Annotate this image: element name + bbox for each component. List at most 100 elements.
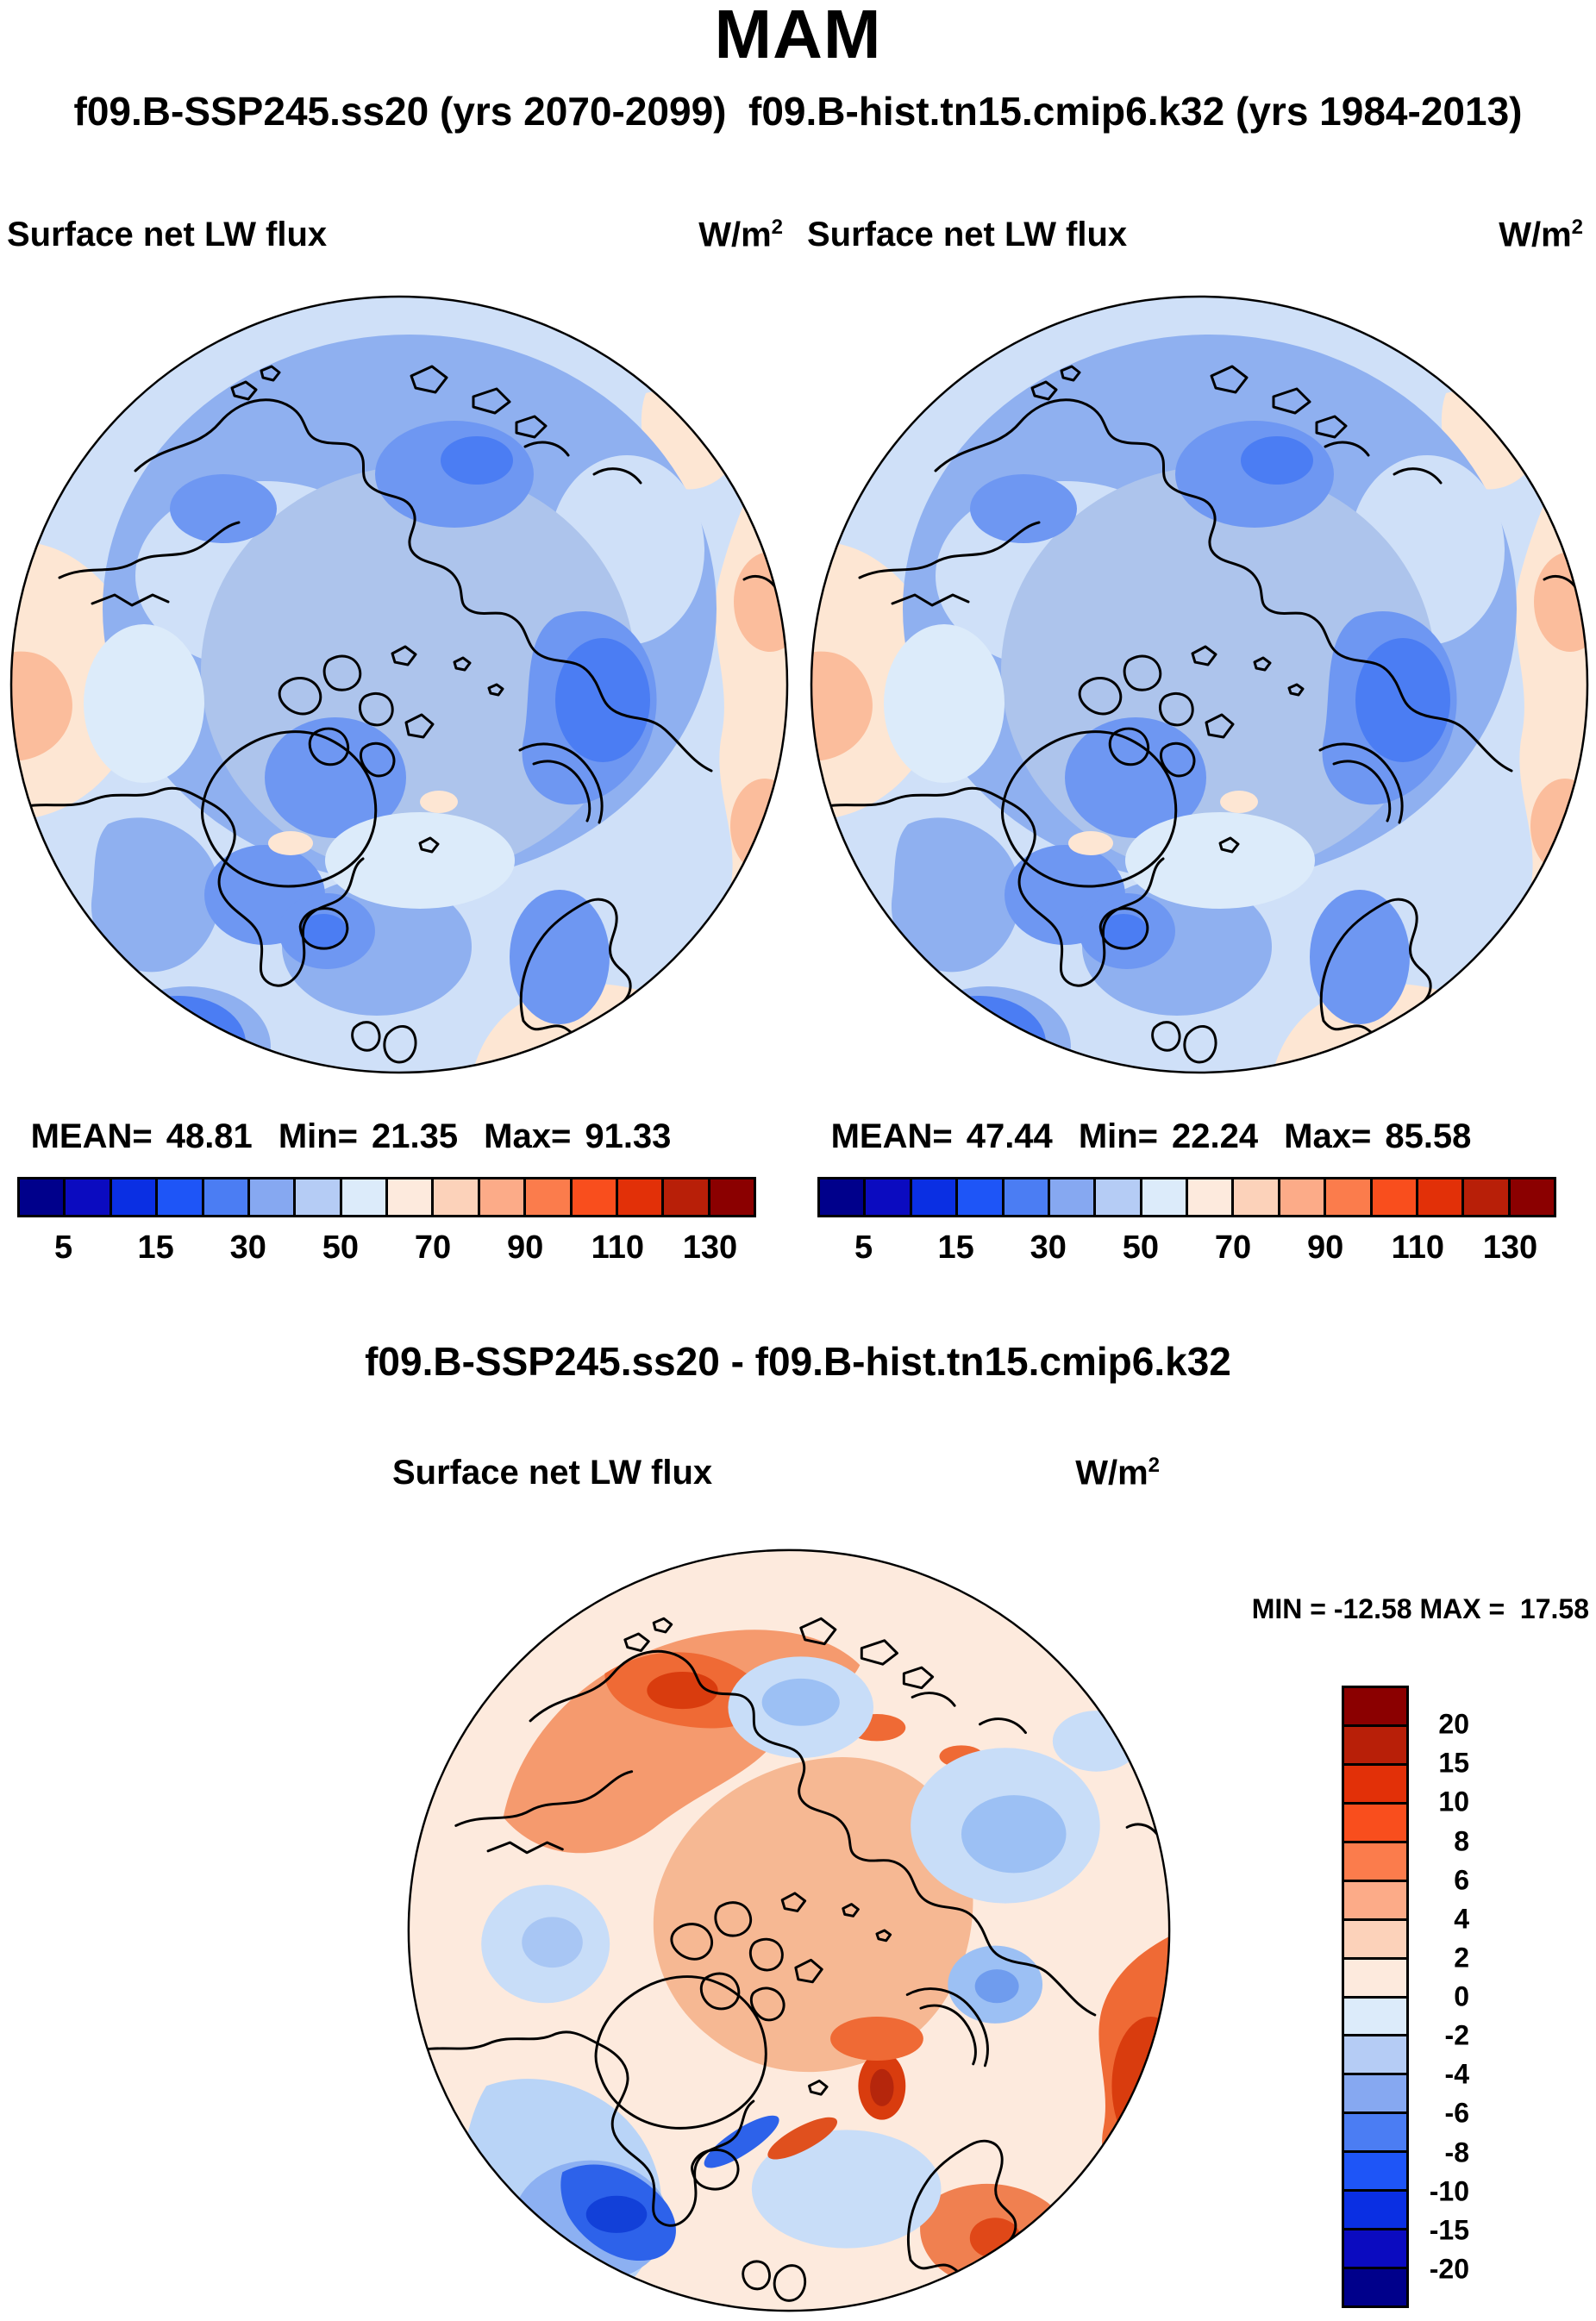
colorbar-segment bbox=[526, 1179, 573, 1215]
diff-variable-label: Surface net LW flux bbox=[392, 1454, 713, 1492]
colorbar-tick-label: 70 bbox=[414, 1229, 452, 1266]
difference-map bbox=[407, 1548, 1171, 2312]
diff-minmax-line: MIN = -12.58 MAX = 17.58 bbox=[1251, 1593, 1589, 1624]
diff-colorbar bbox=[1342, 1686, 1409, 2308]
runs-subtitle: f09.B-SSP245.ss20 (yrs 2070-2099) f09.B-… bbox=[73, 89, 1523, 134]
colorbar-segment bbox=[1344, 1804, 1406, 1843]
colorbar-segment bbox=[866, 1179, 912, 1215]
colorbar-segment bbox=[1234, 1179, 1280, 1215]
left-stats-line: MEAN= 48.81 Min= 21.35 Max= 91.33 bbox=[6, 1117, 696, 1156]
colorbar-tick-label: 15 bbox=[1438, 1747, 1469, 1779]
colorbar-tick-label: 110 bbox=[1391, 1229, 1444, 1266]
colorbar-segment bbox=[1344, 2075, 1406, 2115]
right-stats-line: MEAN= 47.44 Min= 22.24 Max= 85.58 bbox=[806, 1117, 1496, 1156]
colorbar-segment bbox=[572, 1179, 618, 1215]
colorbar-segment bbox=[1004, 1179, 1050, 1215]
flux-colorbar-left-ticks: 5 15 30 50 70 90 110 130 bbox=[17, 1229, 756, 1267]
ssp245-flux-map bbox=[9, 295, 789, 1074]
colorbar-tick-label: 130 bbox=[1482, 1229, 1538, 1266]
flux-colorbar-right bbox=[817, 1177, 1556, 1217]
colorbar-segment bbox=[1418, 1179, 1465, 1215]
mean-value: 47.44 bbox=[966, 1117, 1053, 1155]
colorbar-segment bbox=[1344, 1726, 1406, 1766]
map-outline bbox=[9, 295, 789, 1074]
hist-flux-map-art bbox=[812, 297, 1587, 1072]
colorbar-segment bbox=[1344, 1959, 1406, 1999]
max-value: 91.33 bbox=[585, 1117, 672, 1155]
colorbar-tick-label: -4 bbox=[1444, 2058, 1469, 2090]
colorbar-segment bbox=[158, 1179, 204, 1215]
colorbar-tick-label: 10 bbox=[1438, 1786, 1469, 1817]
colorbar-tick-label: 2 bbox=[1454, 1942, 1469, 1974]
colorbar-segment bbox=[911, 1179, 959, 1215]
colorbar-tick-label: -6 bbox=[1444, 2097, 1469, 2129]
mean-value: 48.81 bbox=[166, 1117, 253, 1155]
colorbar-tick-label: 70 bbox=[1214, 1229, 1252, 1266]
colorbar-segment bbox=[1464, 1179, 1511, 1215]
colorbar-segment bbox=[341, 1179, 388, 1215]
colorbar-segment bbox=[249, 1179, 297, 1215]
colorbar-tick-label: -10 bbox=[1429, 2175, 1469, 2207]
colorbar-segment bbox=[1344, 1998, 1406, 2037]
colorbar-tick-label: 15 bbox=[937, 1229, 974, 1266]
left-panel-header: Surface net LW flux W/m2 bbox=[7, 216, 783, 254]
colorbar-tick-label: 30 bbox=[229, 1229, 266, 1266]
right-units-exponent: 2 bbox=[1571, 216, 1583, 239]
right-variable-label: Surface net LW flux bbox=[807, 216, 1128, 253]
colorbar-tick-label: -8 bbox=[1444, 2136, 1469, 2168]
colorbar-segment bbox=[820, 1179, 867, 1215]
hist-flux-map bbox=[810, 295, 1589, 1074]
map-outline bbox=[810, 295, 1589, 1074]
colorbar-segment bbox=[1096, 1179, 1142, 1215]
left-units-label: W/m2 bbox=[698, 216, 783, 254]
colorbar-tick-label: 20 bbox=[1438, 1708, 1469, 1740]
diff-colorbar-ticks: 20 15 10 8 6 4 2 0 -2 -4 -6 -8 -10 -15 -20 bbox=[1416, 1686, 1469, 2308]
colorbar-tick-label: -20 bbox=[1429, 2253, 1469, 2285]
flux-colorbar-right-ticks: 5 15 30 50 70 90 110 130 bbox=[817, 1229, 1556, 1267]
diff-units-label: W/m2 bbox=[1075, 1454, 1160, 1492]
colorbar-segment bbox=[388, 1179, 435, 1215]
right-units-label: W/m2 bbox=[1499, 216, 1583, 254]
left-units-exponent: 2 bbox=[771, 216, 783, 239]
colorbar-segment bbox=[1344, 2192, 1406, 2231]
colorbar-segment bbox=[664, 1179, 710, 1215]
map-outline bbox=[407, 1548, 1171, 2312]
colorbar-segment bbox=[1326, 1179, 1373, 1215]
colorbar-segment bbox=[20, 1179, 66, 1215]
max-label: Max= bbox=[1284, 1117, 1372, 1155]
colorbar-segment bbox=[1344, 2269, 1406, 2305]
min-label: Min= bbox=[1078, 1117, 1159, 1155]
season-title: MAM bbox=[714, 0, 882, 72]
colorbar-segment bbox=[1344, 1881, 1406, 1921]
colorbar-tick-label: 50 bbox=[322, 1229, 360, 1266]
colorbar-segment bbox=[296, 1179, 342, 1215]
colorbar-segment bbox=[479, 1179, 527, 1215]
right-panel-header: Surface net LW flux W/m2 bbox=[807, 216, 1583, 254]
colorbar-tick-label: 15 bbox=[137, 1229, 174, 1266]
max-label: Max= bbox=[484, 1117, 572, 1155]
colorbar-segment bbox=[1280, 1179, 1327, 1215]
left-variable-label: Surface net LW flux bbox=[7, 216, 328, 253]
colorbar-tick-label: 30 bbox=[1030, 1229, 1067, 1266]
flux-colorbar-left bbox=[17, 1177, 756, 1217]
colorbar-tick-label: 0 bbox=[1454, 1980, 1469, 2012]
max-value: 85.58 bbox=[1385, 1117, 1472, 1155]
colorbar-tick-label: 5 bbox=[53, 1229, 73, 1266]
colorbar-tick-label: 110 bbox=[591, 1229, 644, 1266]
colorbar-segment bbox=[1344, 1842, 1406, 1882]
colorbar-segment bbox=[1344, 2114, 1406, 2154]
colorbar-tick-label: -15 bbox=[1429, 2214, 1469, 2246]
colorbar-segment bbox=[1049, 1179, 1097, 1215]
colorbar-segment bbox=[958, 1179, 1005, 1215]
diff-panel-header: Surface net LW flux W/m2 bbox=[392, 1454, 1160, 1492]
colorbar-segment bbox=[1510, 1179, 1554, 1215]
colorbar-tick-label: 8 bbox=[1454, 1825, 1469, 1856]
difference-title: f09.B-SSP245.ss20 - f09.B-hist.tn15.cmip… bbox=[365, 1339, 1231, 1384]
colorbar-tick-label: 130 bbox=[682, 1229, 738, 1266]
colorbar-segment bbox=[1344, 1920, 1406, 1960]
colorbar-segment bbox=[434, 1179, 480, 1215]
colorbar-segment bbox=[1344, 1688, 1406, 1727]
colorbar-segment bbox=[203, 1179, 250, 1215]
colorbar-tick-label: 6 bbox=[1454, 1864, 1469, 1896]
